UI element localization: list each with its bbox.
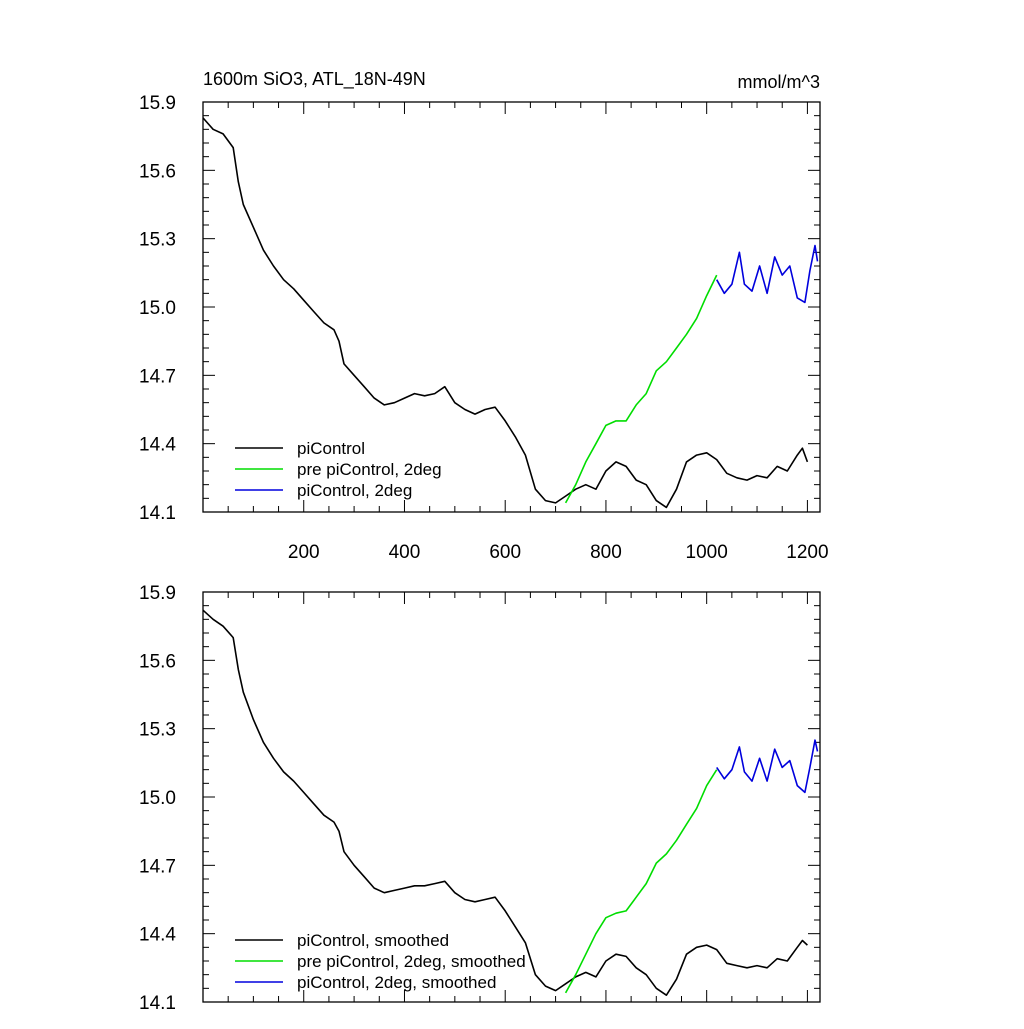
- x-tick-label: 600: [489, 542, 521, 563]
- series-line-3: [716, 244, 819, 304]
- y-tick-label: 15.9: [139, 583, 176, 604]
- y-tick-label: 15.0: [139, 788, 176, 809]
- series-group: [202, 609, 819, 997]
- units-label: mmol/m^3: [738, 72, 820, 92]
- y-tick-label: 15.6: [139, 651, 176, 672]
- y-tick-label: 15.3: [139, 720, 176, 741]
- series-line-2: [564, 274, 718, 504]
- legend-label: pre piControl, 2deg: [297, 460, 442, 479]
- x-tick-label: 1200: [786, 542, 828, 563]
- series-line-1: [202, 609, 808, 997]
- y-tick-label: 14.4: [139, 925, 176, 946]
- x-tick-label: 400: [389, 542, 421, 563]
- y-tick-label: 15.0: [139, 298, 176, 319]
- x-axis: [227, 592, 808, 1002]
- legend-label: pre piControl, 2deg, smoothed: [297, 952, 526, 971]
- series-group: [202, 117, 819, 509]
- x-tick-label: 1000: [686, 542, 728, 563]
- plot-frame: [202, 101, 821, 513]
- legend: piControl pre piControl, 2deg piControl, 2…: [235, 439, 442, 500]
- y-tick-label: 14.1: [139, 503, 176, 524]
- y-tick-label: 14.1: [139, 993, 176, 1014]
- legend-label: piControl, 2deg, smoothed: [297, 973, 496, 992]
- chart-title: 1600m SiO3, ATL_18N-49N: [203, 69, 426, 90]
- y-tick-label: 15.6: [139, 161, 176, 182]
- series-line-3: [716, 739, 819, 794]
- y-axis: 15.9 15.6 15.3 15.0 14.7 14.4 14.1: [139, 583, 820, 1014]
- plot-frame: [202, 591, 821, 1003]
- legend-label: piControl, smoothed: [297, 931, 449, 950]
- y-tick-label: 14.4: [139, 435, 176, 456]
- y-tick-label: 14.7: [139, 856, 176, 877]
- series-line-1: [202, 117, 809, 509]
- y-tick-label: 15.9: [139, 93, 176, 114]
- bottom-panel: 15.9 15.6 15.3 15.0 14.7 14.4 14.1 piControl, s…: [139, 583, 821, 1014]
- x-tick-label: 200: [288, 542, 320, 563]
- top-panel: 15.9 15.6 15.3 15.0 14.7 14.4 14.1 200 400 600 800…: [139, 69, 829, 563]
- x-axis: 200 400 600 800 1000 1200: [227, 102, 829, 563]
- series-line-2: [564, 769, 718, 994]
- y-tick-label: 15.3: [139, 230, 176, 251]
- y-tick-label: 14.7: [139, 366, 176, 387]
- y-axis: 15.9 15.6 15.3 15.0 14.7 14.4 14.1: [139, 93, 820, 524]
- legend-label: piControl: [297, 439, 365, 458]
- legend: piControl, smoothed pre piControl, 2deg, …: [235, 931, 526, 992]
- x-tick-label: 800: [590, 542, 622, 563]
- legend-label: piControl, 2deg: [297, 481, 412, 500]
